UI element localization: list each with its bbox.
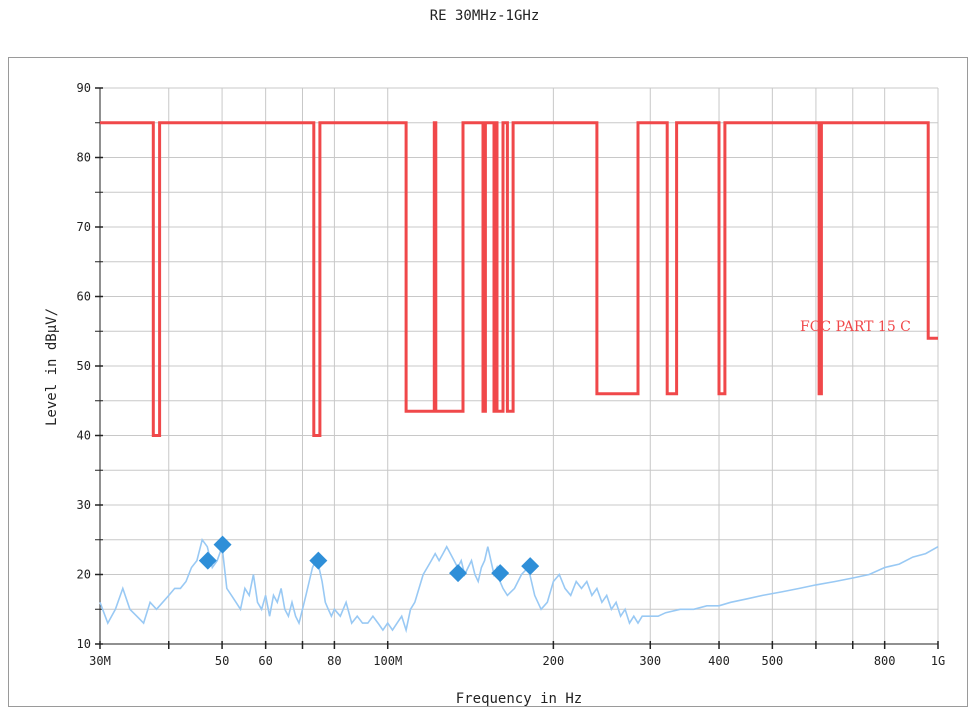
x-tick-label: 100M: [373, 654, 402, 668]
y-tick-label: 70: [77, 220, 91, 234]
y-tick-label: 80: [77, 151, 91, 165]
x-axis-title: Frequency in Hz: [456, 691, 582, 707]
x-tick-label: 800: [874, 654, 896, 668]
x-tick-label: 500: [762, 654, 784, 668]
y-tick-label: 20: [77, 568, 91, 582]
peak-marker: [198, 551, 217, 570]
y-tick-label: 10: [77, 637, 91, 651]
x-tick-label: 200: [543, 654, 565, 668]
measurement-trace: [99, 537, 939, 634]
tick-labels: 10 20 30 40 50 60 70 80 90 30M 50 60 80 100M 200 300 400…: [77, 81, 946, 668]
x-tick-label: 60: [258, 654, 272, 668]
page-title: RE 30MHz-1GHz: [429, 8, 540, 24]
markers: [198, 535, 540, 583]
x-tick-label: 1G: [931, 654, 945, 668]
y-tick-label: 90: [77, 81, 91, 95]
limit-line: [100, 121, 938, 437]
x-tick-label: 50: [215, 654, 229, 668]
x-tick-label: 300: [639, 654, 661, 668]
plot-frame: [8, 57, 968, 707]
grid-lines: [99, 87, 939, 645]
x-tick-label: 30M: [89, 654, 111, 668]
x-tick-label: 400: [708, 654, 730, 668]
x-tick-label: 80: [327, 654, 341, 668]
peak-marker: [491, 564, 510, 583]
peak-marker: [521, 557, 540, 576]
y-tick-label: 30: [77, 498, 91, 512]
y-axis-title: Level in dBμV/: [44, 308, 60, 426]
peak-marker: [309, 551, 328, 570]
peak-marker: [213, 535, 232, 554]
limit-series-label: FCC PART 15 C: [800, 319, 911, 335]
y-tick-label: 40: [77, 429, 91, 443]
series: [99, 121, 939, 634]
y-tick-label: 50: [77, 359, 91, 373]
peak-marker: [449, 564, 468, 583]
y-tick-label: 60: [77, 290, 91, 304]
